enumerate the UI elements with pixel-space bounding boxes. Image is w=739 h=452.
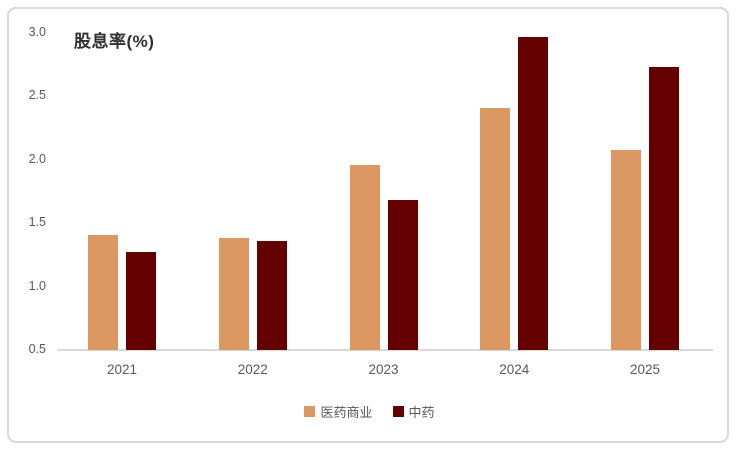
x-tick-label: 2021 <box>106 362 138 377</box>
bar <box>256 240 287 350</box>
bar <box>88 234 118 350</box>
legend-swatch-icon <box>392 406 404 417</box>
y-tick-label: 3.0 <box>28 25 46 39</box>
legend-label: 医药商业 <box>320 405 373 420</box>
bar <box>349 164 380 350</box>
bar <box>126 252 156 350</box>
legend: 医药商业 中药 <box>0 402 739 421</box>
legend-item: 中药 <box>392 402 435 421</box>
legend-swatch-icon <box>304 406 316 417</box>
x-tick-label: 2024 <box>499 362 530 377</box>
bar <box>649 67 679 350</box>
legend-label: 中药 <box>408 405 435 420</box>
y-tick-label: 0.5 <box>28 342 46 356</box>
bar <box>611 149 641 350</box>
x-tick-label: 2023 <box>368 362 399 377</box>
bar <box>480 107 511 350</box>
y-tick-label: 1.0 <box>28 278 46 293</box>
x-tick-label: 2022 <box>237 362 268 377</box>
bar <box>518 36 549 350</box>
chart-title: 股息率(%) <box>74 32 155 51</box>
legend-item: 医药商业 <box>304 402 373 421</box>
bar <box>218 238 249 350</box>
y-tick-label: 2.5 <box>28 88 46 103</box>
y-tick-label: 2.0 <box>28 151 46 166</box>
y-tick-label: 1.5 <box>28 215 46 230</box>
x-tick-label: 2025 <box>629 362 661 377</box>
x-axis-line <box>57 349 713 351</box>
bar <box>387 200 418 350</box>
